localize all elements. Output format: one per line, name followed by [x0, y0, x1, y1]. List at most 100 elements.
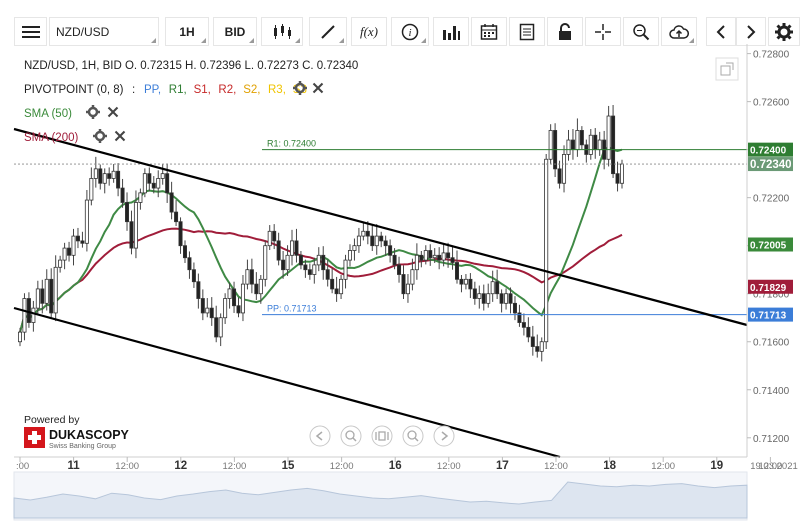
- pivot-indicator-label: PIVOTPOINT (0, 8): [24, 84, 124, 96]
- zoom-out-button[interactable]: [340, 425, 362, 447]
- sma50-line: [19, 145, 623, 333]
- price-side-label: BID: [224, 24, 246, 39]
- candle-up: [486, 293, 491, 304]
- pivot-close-icon[interactable]: [312, 82, 324, 94]
- candle-down: [397, 264, 402, 275]
- zoom-in-button[interactable]: [402, 425, 424, 447]
- sma50-settings-icon[interactable]: [86, 105, 100, 119]
- draw-line-button[interactable]: [309, 17, 347, 46]
- candle-down: [120, 187, 125, 203]
- candle-down: [557, 168, 562, 184]
- symbol-select[interactable]: NZD/USD: [49, 17, 159, 46]
- lock-icon: [559, 22, 571, 40]
- candle-up: [258, 278, 263, 295]
- y-tick-label: 0.71600: [753, 338, 790, 349]
- menu-button[interactable]: [14, 17, 47, 46]
- candle-up: [22, 298, 27, 333]
- trendline-upper: [13, 127, 748, 327]
- candle-down: [615, 173, 620, 184]
- candle-up: [316, 254, 321, 266]
- candle-up: [240, 283, 245, 314]
- candle-up: [35, 288, 40, 309]
- scroll-left-button[interactable]: [309, 425, 331, 447]
- candle-up: [597, 139, 602, 151]
- x-tick-label: 12:00: [544, 461, 568, 472]
- candle-up: [347, 250, 352, 261]
- navigator-series: [13, 481, 748, 519]
- company-name: DUKASCOPY: [49, 428, 130, 442]
- calendar-button[interactable]: [471, 17, 507, 46]
- candle-down: [512, 302, 517, 314]
- candle-down: [298, 254, 303, 266]
- candle-up: [93, 168, 98, 179]
- price-label-box: [748, 157, 793, 172]
- cloud-upload-button[interactable]: [661, 17, 697, 46]
- next-button[interactable]: [736, 17, 766, 46]
- sma200-label: SMA (200): [24, 132, 78, 144]
- sma50-close-icon[interactable]: [107, 106, 119, 118]
- candle-up: [223, 298, 228, 319]
- pivot-settings-icon[interactable]: [293, 81, 307, 95]
- candle-up: [71, 235, 76, 256]
- candle-down: [468, 278, 473, 290]
- draw-line-icon: [321, 24, 335, 39]
- crosshair-button[interactable]: [585, 17, 621, 46]
- ohlc-header: NZD/USD, 1H, BID O. 0.72315 H. 0.72396 L…: [24, 60, 358, 72]
- branding: Powered by DUKASCOPY Swiss Banking Group: [24, 414, 130, 450]
- scroll-right-button[interactable]: [433, 425, 455, 447]
- crosshair-icon: [595, 23, 611, 40]
- function-button[interactable]: f(x): [351, 17, 387, 46]
- navigator[interactable]: [13, 471, 748, 521]
- x-tick-label: 15: [282, 460, 295, 472]
- candle-down: [67, 247, 72, 256]
- candle-up: [62, 247, 67, 261]
- bar-chart-button[interactable]: [433, 17, 469, 46]
- x-tick-label: 11: [68, 460, 81, 472]
- candle-down: [472, 288, 477, 299]
- candle-down: [196, 281, 201, 299]
- company-tagline: Swiss Banking Group: [49, 443, 116, 450]
- candle-down: [392, 254, 397, 266]
- x-tick-label: :00: [16, 461, 29, 472]
- candle-down: [419, 254, 424, 261]
- lock-button[interactable]: [547, 17, 583, 46]
- timeframe-select[interactable]: 1H: [165, 17, 209, 46]
- candle-down: [209, 307, 214, 319]
- candle-up: [205, 307, 210, 314]
- y-tick-label: 0.71200: [753, 434, 790, 445]
- info-button[interactable]: i: [391, 17, 429, 46]
- zoom-button[interactable]: [623, 17, 659, 46]
- candle-down: [450, 257, 455, 263]
- candle-down: [495, 281, 500, 295]
- candle-up: [339, 278, 344, 295]
- document-button[interactable]: [509, 17, 545, 46]
- sma200-settings-icon[interactable]: [93, 129, 107, 143]
- zoom-icon: [633, 23, 650, 40]
- settings-button[interactable]: [768, 17, 800, 46]
- next-icon: [747, 24, 756, 39]
- candle-down: [98, 168, 103, 184]
- popout-button[interactable]: [715, 57, 739, 81]
- function-icon: f(x): [359, 23, 379, 39]
- y-tick-label: 0.72600: [753, 98, 790, 109]
- candle-down: [521, 322, 526, 328]
- candle-down: [254, 283, 259, 295]
- candle-down: [214, 317, 219, 338]
- prev-icon: [716, 24, 725, 39]
- candle-up: [432, 254, 437, 259]
- sma200-close-icon[interactable]: [114, 130, 126, 142]
- price-label-text: 0.72340: [750, 159, 792, 171]
- candle-type-button[interactable]: [261, 17, 303, 46]
- price-label-box: [748, 142, 793, 157]
- powered-by-text: Powered by: [24, 414, 80, 426]
- candle-down: [365, 230, 370, 237]
- prev-button[interactable]: [706, 17, 736, 46]
- settings-icon: [775, 22, 793, 41]
- chart-area[interactable]: R1: 0.72400 PP: 0.71713 0.72800 0.72600 0.7…: [0, 44, 806, 525]
- x-tick-label: 12:00: [437, 461, 461, 472]
- reset-zoom-button[interactable]: [371, 425, 393, 447]
- document-icon: [519, 23, 535, 40]
- candle-up: [84, 199, 89, 244]
- price-side-select[interactable]: BID: [213, 17, 257, 46]
- candle-down: [49, 278, 54, 314]
